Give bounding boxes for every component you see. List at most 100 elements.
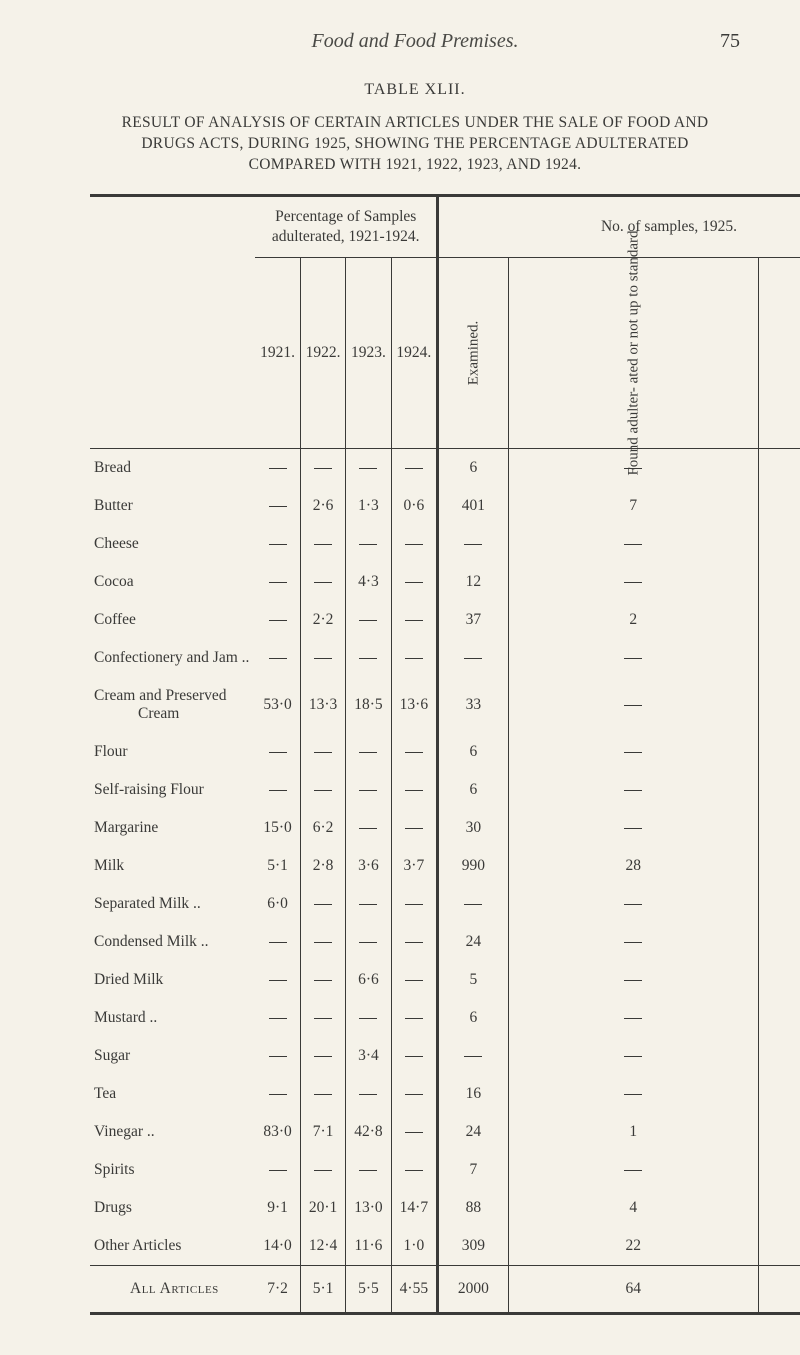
header-percentage-adulterated: Percentage adulterated	[758, 258, 800, 449]
header-year-1924: 1924.	[391, 258, 437, 449]
table-row: Milk5·12·83·63·7990282·8	[90, 847, 800, 885]
table-cell	[300, 1151, 345, 1189]
row-label: Other Articles	[90, 1227, 255, 1266]
table-cell	[346, 923, 391, 961]
table-cell: 24	[438, 923, 509, 961]
row-label: Mustard ..	[90, 999, 255, 1037]
table-cell	[346, 525, 391, 563]
table-cell	[300, 771, 345, 809]
table-cell	[758, 771, 800, 809]
row-label: Spirits	[90, 1151, 255, 1189]
table-cell: 6·0	[255, 885, 300, 923]
table-cell	[758, 1075, 800, 1113]
row-label: Milk	[90, 847, 255, 885]
table-cell	[391, 771, 437, 809]
table-cell	[391, 1075, 437, 1113]
table-cell	[391, 449, 437, 488]
table-cell	[758, 961, 800, 999]
table-cell	[391, 999, 437, 1037]
table-cell: 4·5	[758, 1189, 800, 1227]
table-cell	[300, 525, 345, 563]
table-cell: 4·3	[346, 563, 391, 601]
row-label: Drugs	[90, 1189, 255, 1227]
table-cell: 53·0	[255, 677, 300, 733]
table-cell	[758, 1037, 800, 1075]
table-cell	[255, 487, 300, 525]
table-cell	[346, 639, 391, 677]
table-cell	[346, 1075, 391, 1113]
table-cell	[508, 1075, 758, 1113]
table-cell: 309	[438, 1227, 509, 1266]
table-row: Coffee2·23725·4	[90, 601, 800, 639]
table-cell: 1	[508, 1113, 758, 1151]
table-cell	[508, 733, 758, 771]
table-cell	[758, 923, 800, 961]
table-cell	[391, 885, 437, 923]
table-cell	[300, 961, 345, 999]
table-cell: 15·0	[255, 809, 300, 847]
header-group-percentage: Percentage of Samples adulterated, 1921-…	[255, 195, 437, 257]
table-cell	[300, 563, 345, 601]
table-cell: 14·0	[255, 1227, 300, 1266]
table-cell: 7	[508, 487, 758, 525]
table-cell: 6	[438, 771, 509, 809]
header-year-1921: 1921.	[255, 258, 300, 449]
table-cell	[346, 885, 391, 923]
table-row: Butter2·61·30·640171·7	[90, 487, 800, 525]
table-cell	[438, 1037, 509, 1075]
table-cell: 3·6	[346, 847, 391, 885]
table-cell	[255, 923, 300, 961]
table-row: Margarine15·06·230	[90, 809, 800, 847]
table-cell	[255, 601, 300, 639]
table-cell	[346, 809, 391, 847]
row-label: Condensed Milk ..	[90, 923, 255, 961]
table-cell: 20·1	[300, 1189, 345, 1227]
row-label: Separated Milk ..	[90, 885, 255, 923]
row-label: Cream and PreservedCream	[90, 677, 255, 733]
table-cell: 2·2	[300, 601, 345, 639]
table-cell	[391, 923, 437, 961]
row-label: Self-raising Flour	[90, 771, 255, 809]
table-cell	[255, 771, 300, 809]
table-cell: 88	[438, 1189, 509, 1227]
table-cell	[255, 449, 300, 488]
table-cell	[758, 733, 800, 771]
table-cell	[438, 885, 509, 923]
table-body: Bread6Butter2·61·30·640171·7CheeseCocoa4…	[90, 449, 800, 1314]
table-cell: 37	[438, 601, 509, 639]
table-cell	[300, 885, 345, 923]
table-cell	[758, 1151, 800, 1189]
table-cell: 5·5	[346, 1266, 391, 1314]
table-cell	[758, 999, 800, 1037]
table-cell	[300, 923, 345, 961]
table-row: Cream and PreservedCream53·013·318·513·6…	[90, 677, 800, 733]
table-cell: 1·7	[758, 487, 800, 525]
row-label: Flour	[90, 733, 255, 771]
table-cell	[438, 639, 509, 677]
analysis-table: Percentage of Samples adulterated, 1921-…	[90, 194, 800, 1315]
table-row: Condensed Milk .. 24	[90, 923, 800, 961]
table-cell: 401	[438, 487, 509, 525]
table-cell	[508, 999, 758, 1037]
table-cell	[300, 1075, 345, 1113]
table-cell	[508, 1037, 758, 1075]
table-cell	[508, 961, 758, 999]
table-cell: 13·6	[391, 677, 437, 733]
table-row: Dried Milk6·65	[90, 961, 800, 999]
header-stub	[90, 195, 255, 448]
table-cell: 64	[508, 1266, 758, 1314]
table-cell: 6·2	[300, 809, 345, 847]
table-row: Separated Milk ..6·0	[90, 885, 800, 923]
table-cell: 6	[438, 449, 509, 488]
table-cell	[508, 885, 758, 923]
table-cell: 0·6	[391, 487, 437, 525]
table-cell: 30	[438, 809, 509, 847]
page-number: 75	[700, 30, 740, 53]
row-label: Sugar	[90, 1037, 255, 1075]
table-cell: 9·1	[255, 1189, 300, 1227]
row-label: Cheese	[90, 525, 255, 563]
table-row: Confectionery and Jam ..	[90, 639, 800, 677]
row-label: Bread	[90, 449, 255, 488]
table-cell: 6	[438, 999, 509, 1037]
table-cell	[391, 1037, 437, 1075]
